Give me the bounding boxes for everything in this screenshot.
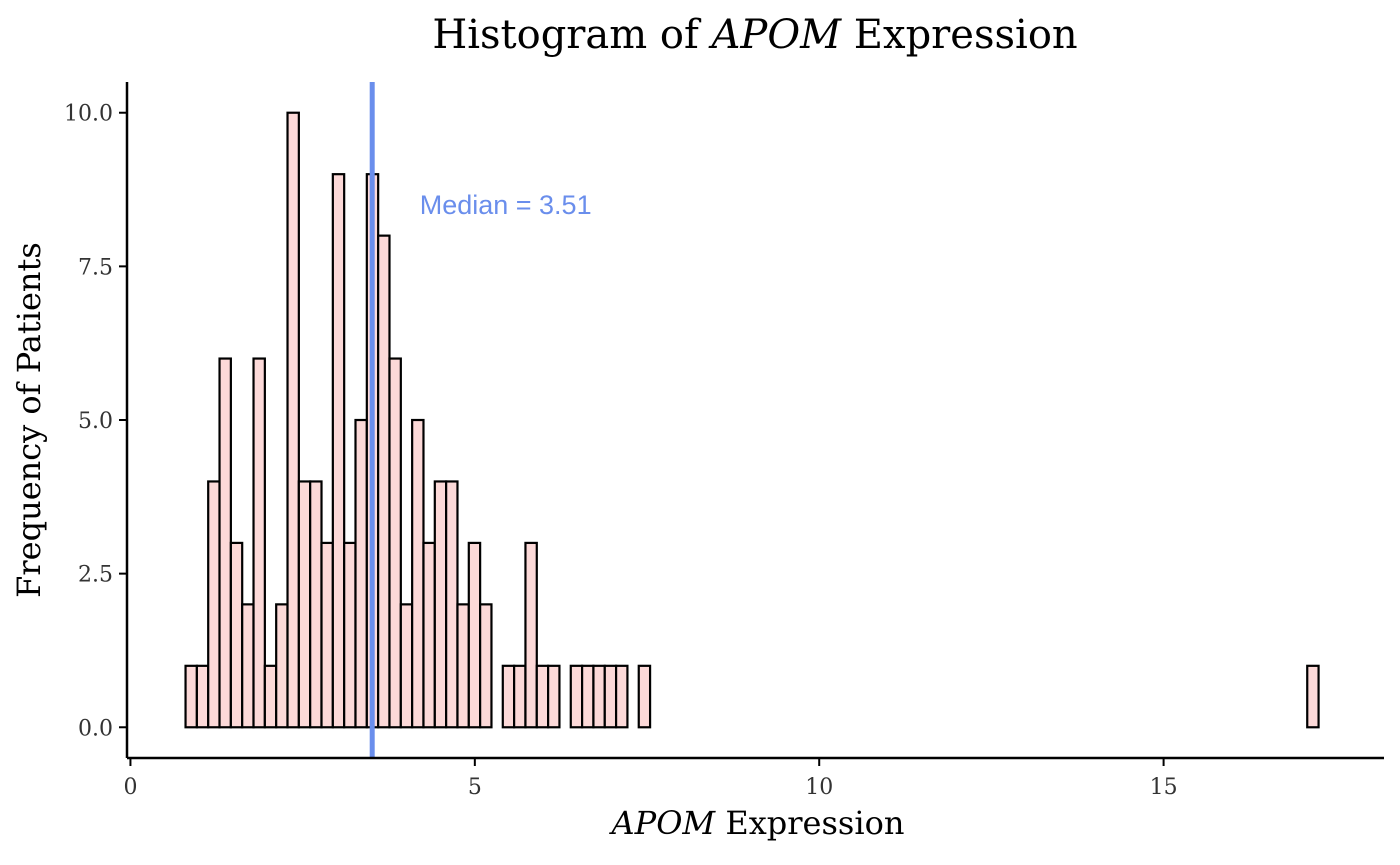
histogram-bar bbox=[524, 541, 538, 729]
histogram-bar bbox=[467, 541, 482, 729]
histogram-bar bbox=[637, 664, 652, 729]
histogram-bar bbox=[1306, 664, 1320, 729]
histogram-bar bbox=[592, 664, 606, 729]
y-tick-label: 5.0 bbox=[78, 409, 113, 434]
x-tick-label: 15 bbox=[1150, 775, 1178, 800]
histogram-bar bbox=[218, 357, 232, 729]
histogram-bar bbox=[195, 664, 210, 729]
histogram-bar bbox=[297, 480, 312, 729]
histogram-bar bbox=[547, 664, 561, 729]
histogram-bar bbox=[445, 480, 459, 729]
histogram-bar bbox=[614, 664, 629, 729]
histogram-bar bbox=[309, 480, 323, 729]
histogram-bar bbox=[377, 234, 391, 729]
histogram-bar bbox=[411, 418, 425, 729]
y-axis-title: Frequency of Patients bbox=[10, 242, 48, 598]
y-axis-ticks: 0.0 2.5 5.0 7.5 10.0 bbox=[64, 102, 127, 741]
x-axis-ticks: 0 5 10 15 bbox=[123, 758, 1178, 800]
histogram-bar bbox=[422, 541, 436, 729]
histogram-bar bbox=[433, 480, 448, 729]
y-tick-label: 2.5 bbox=[78, 563, 113, 588]
histogram-bar bbox=[354, 418, 368, 729]
histogram-bar bbox=[275, 603, 289, 729]
histogram-bar bbox=[535, 664, 550, 729]
histogram-bar bbox=[603, 664, 618, 729]
x-tick-label: 10 bbox=[805, 775, 833, 800]
histogram-bar bbox=[263, 664, 278, 729]
x-tick-label: 5 bbox=[468, 775, 482, 800]
x-tick-label: 0 bbox=[123, 775, 137, 800]
histogram-bar bbox=[581, 664, 595, 729]
chart-title: Histogram of APOM Expression bbox=[432, 12, 1077, 58]
y-tick-label: 0.0 bbox=[78, 716, 113, 741]
histogram-bar bbox=[456, 603, 470, 729]
histogram-bar bbox=[343, 541, 357, 729]
histogram-bar bbox=[513, 664, 527, 729]
y-tick-label: 10.0 bbox=[64, 102, 113, 127]
histogram-bar bbox=[501, 664, 516, 729]
histogram-bar bbox=[241, 603, 255, 729]
histogram-bar bbox=[229, 541, 244, 729]
histogram-bar bbox=[252, 357, 266, 729]
median-label: Median = 3.51 bbox=[420, 190, 592, 220]
histogram-bar bbox=[399, 603, 414, 729]
histogram-bar bbox=[184, 664, 198, 729]
histogram-bar bbox=[479, 603, 493, 729]
histogram-bar bbox=[569, 664, 584, 729]
histogram-bar bbox=[331, 173, 346, 729]
x-axis-title: APOM Expression bbox=[609, 804, 905, 842]
histogram-bar bbox=[207, 480, 221, 729]
median-marker: Median = 3.51 bbox=[369, 82, 592, 758]
y-tick-label: 7.5 bbox=[78, 255, 113, 280]
histogram-bar bbox=[388, 357, 402, 729]
histogram-bar bbox=[286, 111, 300, 729]
histogram-bars bbox=[184, 111, 1320, 729]
histogram-bar bbox=[320, 541, 334, 729]
